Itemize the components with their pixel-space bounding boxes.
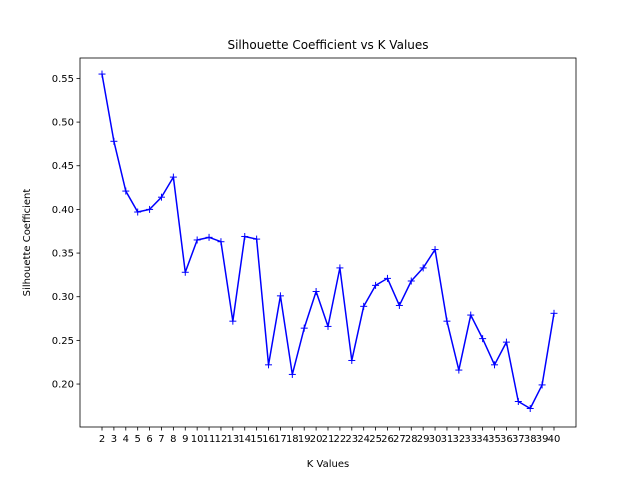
plot-frame: [79, 57, 577, 428]
x-tick-label: 12: [215, 434, 228, 445]
data-point-marker: [431, 246, 439, 254]
y-tick-label: 0.45: [52, 161, 74, 172]
x-tick-label: 38: [524, 434, 537, 445]
data-point-marker: [217, 238, 225, 246]
x-tick-label: 9: [182, 434, 188, 445]
y-tick-label: 0.55: [52, 74, 74, 85]
x-tick-label: 22: [334, 434, 347, 445]
x-tick-label: 24: [357, 434, 370, 445]
data-point-marker: [276, 292, 284, 300]
series-layer: [98, 70, 558, 412]
y-tick-label: 0.25: [52, 336, 74, 347]
x-tick-label: 17: [274, 434, 287, 445]
x-tick-label: 40: [548, 434, 561, 445]
x-tick-label: 37: [512, 434, 525, 445]
x-tick-label: 20: [310, 434, 323, 445]
data-point-marker: [467, 311, 475, 319]
x-axis-title: K Values: [307, 459, 349, 470]
data-point-marker: [193, 236, 201, 244]
plot-area: [80, 58, 576, 427]
x-tick-label: 25: [369, 434, 382, 445]
x-tick-label: 21: [322, 434, 335, 445]
y-axis-title: Silhouette Coefficient: [22, 189, 33, 297]
data-point-marker: [300, 324, 308, 332]
x-tick-label: 2: [99, 434, 105, 445]
x-tick-label: 7: [158, 434, 164, 445]
x-tick-label: 3: [111, 434, 117, 445]
x-tick-label: 28: [405, 434, 418, 445]
data-point-marker: [253, 235, 261, 243]
data-point-marker: [122, 187, 130, 195]
data-point-marker: [443, 317, 451, 325]
x-tick-label: 6: [146, 434, 152, 445]
x-tick-label: 11: [203, 434, 216, 445]
x-tick-label: 35: [488, 434, 501, 445]
data-point-marker: [491, 361, 499, 369]
x-tick-label: 23: [345, 434, 358, 445]
data-point-marker: [110, 137, 118, 145]
data-point-marker: [502, 338, 510, 346]
x-tick-label: 27: [393, 434, 406, 445]
x-tick-label: 39: [536, 434, 549, 445]
data-point-marker: [395, 301, 403, 309]
x-tick-label: 10: [191, 434, 204, 445]
x-tick-label: 16: [262, 434, 275, 445]
data-point-marker: [324, 322, 332, 330]
data-point-marker: [181, 268, 189, 276]
data-point-marker: [407, 277, 415, 285]
y-tick-label: 0.40: [52, 205, 74, 216]
x-tick-label: 18: [286, 434, 299, 445]
y-tick-label: 0.50: [52, 118, 74, 129]
x-tick-label: 26: [381, 434, 394, 445]
data-point-marker: [550, 309, 558, 317]
chart-title: Silhouette Coefficient vs K Values: [227, 38, 428, 52]
data-point-marker: [205, 233, 213, 241]
x-tick-label: 15: [250, 434, 263, 445]
data-point-marker: [312, 287, 320, 295]
x-tick-label: 32: [452, 434, 465, 445]
x-tick-label: 36: [500, 434, 513, 445]
data-point-marker: [538, 381, 546, 389]
x-tick-label: 8: [170, 434, 176, 445]
y-axis-ticks: 0.20 0.25 0.30 0.35 0.40 0.45 0.50 0.55: [52, 74, 80, 391]
data-point-marker: [419, 264, 427, 272]
y-tick-label: 0.35: [52, 249, 74, 260]
x-tick-label: 30: [429, 434, 442, 445]
data-point-marker: [514, 398, 522, 406]
data-point-marker: [336, 264, 344, 272]
x-tick-label: 29: [417, 434, 430, 445]
data-point-marker: [98, 70, 106, 78]
data-point-marker: [265, 361, 273, 369]
data-point-marker: [157, 193, 165, 201]
x-tick-label: 31: [441, 434, 454, 445]
data-point-marker: [169, 173, 177, 181]
data-point-marker: [372, 281, 380, 289]
x-tick-label: 14: [238, 434, 251, 445]
x-tick-label: 5: [135, 434, 141, 445]
data-point-marker: [360, 302, 368, 310]
y-tick-label: 0.30: [52, 292, 74, 303]
data-point-marker: [134, 208, 142, 216]
data-point-marker: [526, 404, 534, 412]
x-tick-label: 19: [298, 434, 311, 445]
x-axis-ticks: 2 3 4 5 6 7 8 9 10 11 12 13 14 15 16 17 18 19 20 21 22 23 24 25…: [99, 427, 561, 445]
data-point-marker: [241, 232, 249, 240]
x-tick-label: 33: [464, 434, 477, 445]
data-point-marker: [288, 370, 296, 378]
x-tick-label: 4: [123, 434, 129, 445]
data-point-marker: [455, 366, 463, 374]
x-tick-label: 13: [226, 434, 239, 445]
data-point-marker: [383, 274, 391, 282]
data-point-marker: [229, 317, 237, 325]
data-point-marker: [146, 205, 154, 213]
data-point-marker: [479, 335, 487, 343]
data-point-marker: [348, 356, 356, 364]
y-tick-label: 0.20: [52, 380, 74, 391]
x-tick-label: 34: [476, 434, 489, 445]
